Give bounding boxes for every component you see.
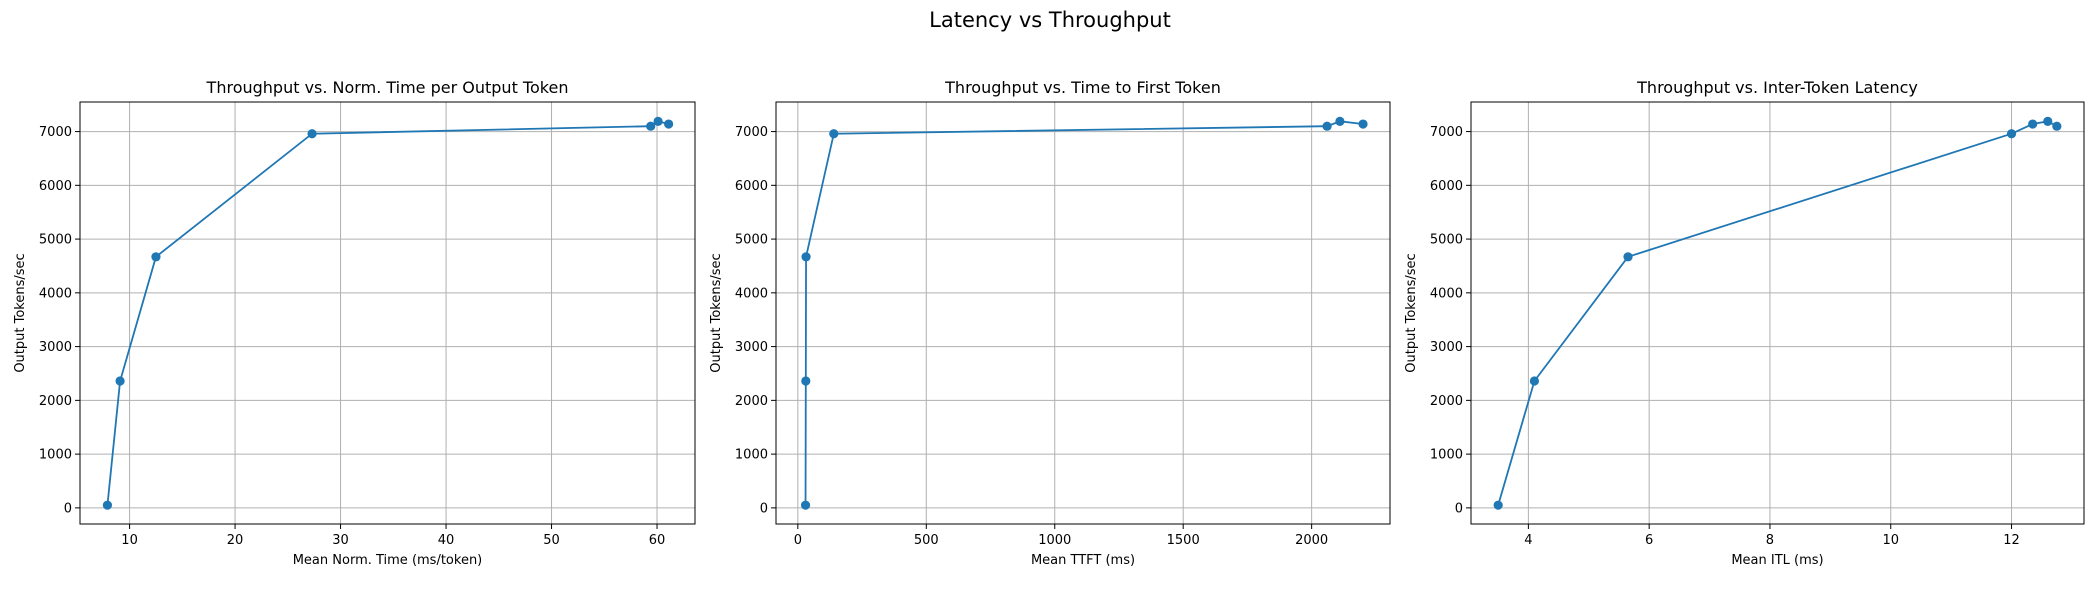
data-point <box>102 500 113 510</box>
data-point <box>151 252 161 262</box>
data-point <box>115 376 125 386</box>
data-point <box>1493 500 1503 510</box>
data-point <box>800 500 811 510</box>
figure-title: Latency vs Throughput <box>929 8 1171 32</box>
y-axis-label: Output Tokens/sec <box>1404 253 1419 372</box>
x-tick-label: 2000 <box>1295 533 1328 548</box>
data-point <box>801 252 811 262</box>
x-axis-label: Mean TTFT (ms) <box>1031 553 1135 568</box>
y-tick-label: 3000 <box>735 340 768 355</box>
x-tick-label: 12 <box>2003 533 2020 548</box>
x-tick-label: 40 <box>438 533 455 548</box>
data-point <box>1623 252 1633 262</box>
y-tick-label: 6000 <box>735 179 768 194</box>
y-tick-label: 3000 <box>1430 340 1463 355</box>
x-tick-label: 4 <box>1524 533 1532 548</box>
plot-frame <box>775 101 1391 525</box>
subplot-1: 10 20 30 40 50 60 0 1000 2000 3000 4000 5000 6000 700… <box>13 78 696 568</box>
subplot-3: 4 6 8 10 12 0 1000 2000 3000 4000 5000 6000 7000 Thro… <box>1404 78 2085 568</box>
y-tick-label: 4000 <box>39 286 72 301</box>
data-point <box>1529 376 1540 386</box>
x-tick-label: 10 <box>1882 533 1899 548</box>
data-point <box>2052 121 2062 131</box>
y-tick-label: 7000 <box>735 125 768 140</box>
y-tick-label: 2000 <box>1430 394 1463 409</box>
y-tick-label: 0 <box>64 501 72 516</box>
x-tick-label: 60 <box>649 533 666 548</box>
x-axis-label: Mean ITL (ms) <box>1731 553 1823 568</box>
plot-frame <box>1470 101 2085 525</box>
subplot-title: Throughput vs. Inter-Token Latency <box>1636 78 1918 97</box>
y-axis-label: Output Tokens/sec <box>709 253 724 372</box>
plot-frame <box>79 101 696 525</box>
data-point <box>646 121 656 131</box>
y-tick-label: 5000 <box>1430 233 1463 248</box>
data-point <box>653 116 663 126</box>
series-line <box>804 120 1364 506</box>
subplot-2: 0 500 1000 1500 2000 0 1000 2000 3000 4000 5000 600… <box>709 78 1391 568</box>
x-tick-label: 6 <box>1645 533 1653 548</box>
y-tick-label: 1000 <box>39 448 72 463</box>
y-tick-label: 2000 <box>735 394 768 409</box>
y-tick-label: 4000 <box>735 286 768 301</box>
x-axis-label: Mean Norm. Time (ms/token) <box>293 553 483 568</box>
data-point <box>2028 119 2038 129</box>
data-point <box>1322 121 1332 131</box>
y-tick-label: 1000 <box>1430 448 1463 463</box>
series-line <box>1497 120 2058 506</box>
y-axis-label: Output Tokens/sec <box>13 253 28 372</box>
x-tick-label: 1000 <box>1038 533 1071 548</box>
x-tick-label: 8 <box>1766 533 1774 548</box>
x-tick-label: 30 <box>332 533 349 548</box>
data-point <box>2006 129 2017 139</box>
subplot-title: Throughput vs. Time to First Token <box>944 78 1221 97</box>
y-tick-label: 5000 <box>735 233 768 248</box>
data-point <box>1335 116 1345 126</box>
data-point <box>801 376 811 386</box>
data-point <box>664 119 674 129</box>
y-tick-label: 3000 <box>39 340 72 355</box>
y-tick-label: 0 <box>760 501 768 516</box>
series-line <box>106 120 669 506</box>
y-tick-label: 7000 <box>1430 125 1463 140</box>
x-tick-label: 500 <box>914 533 939 548</box>
y-tick-label: 6000 <box>1430 179 1463 194</box>
data-point <box>1358 119 1368 129</box>
x-tick-label: 0 <box>794 533 802 548</box>
data-point <box>307 129 317 139</box>
x-tick-label: 10 <box>121 533 138 548</box>
data-point <box>2043 116 2053 126</box>
y-tick-label: 6000 <box>39 179 72 194</box>
subplot-title: Throughput vs. Norm. Time per Output Tok… <box>206 78 569 97</box>
y-tick-label: 7000 <box>39 125 72 140</box>
x-tick-label: 50 <box>543 533 560 548</box>
y-tick-label: 4000 <box>1430 286 1463 301</box>
x-tick-label: 20 <box>227 533 244 548</box>
x-tick-label: 1500 <box>1167 533 1200 548</box>
y-tick-label: 5000 <box>39 233 72 248</box>
data-point <box>829 129 839 139</box>
y-tick-label: 2000 <box>39 394 72 409</box>
y-tick-label: 1000 <box>735 448 768 463</box>
y-tick-label: 0 <box>1455 501 1463 516</box>
